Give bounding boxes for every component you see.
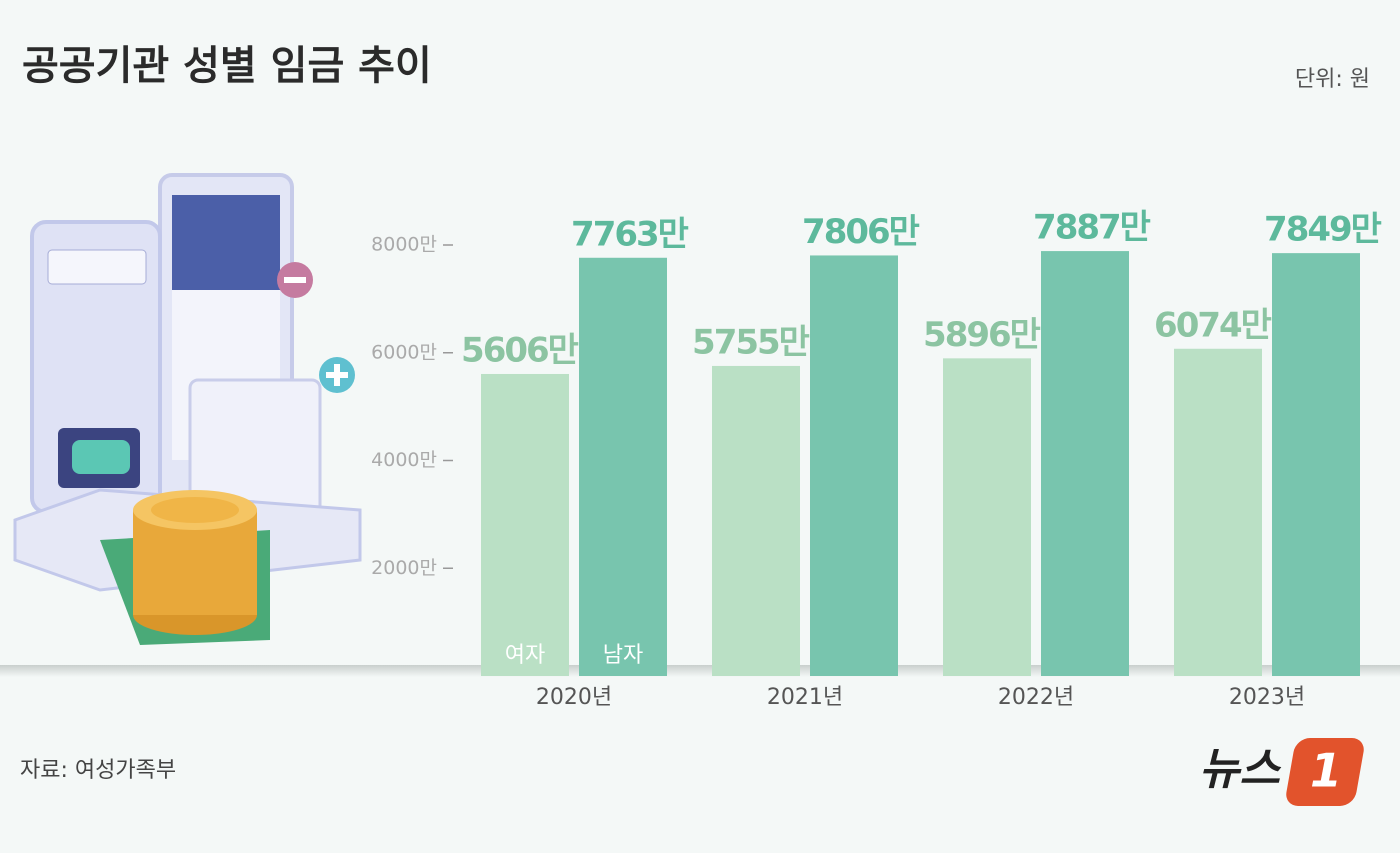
brand-logo: 뉴스 1 [1199, 738, 1364, 806]
bar [1174, 348, 1262, 676]
value-label: 5755만 [692, 322, 810, 362]
x-tick-label: 2020년 [536, 685, 612, 710]
value-label: 7849만 [1264, 210, 1382, 250]
x-tick-label: 2023년 [1229, 685, 1305, 710]
brand-badge [1286, 738, 1364, 806]
bar [1041, 251, 1129, 676]
chart-title: 공공기관 성별 임금 추이 [22, 43, 432, 89]
bar [943, 358, 1031, 676]
value-label: 6074만 [1154, 305, 1272, 345]
bar [810, 255, 898, 676]
bar [481, 373, 569, 676]
unit-note: 단위: 원 [1295, 67, 1370, 92]
bar [579, 257, 667, 676]
value-label: 7887만 [1033, 208, 1151, 248]
value-label: 5896만 [923, 315, 1041, 355]
y-tick-label: 8000만 [371, 234, 437, 256]
value-label: 7806만 [802, 212, 920, 252]
y-tick-label: 2000만 [371, 557, 437, 579]
bar [712, 365, 800, 676]
legend-label: 남자 [603, 643, 643, 668]
brand-text: 뉴스 [1199, 744, 1281, 795]
y-tick-label: 4000만 [371, 449, 437, 471]
x-tick-label: 2022년 [998, 685, 1074, 710]
legend-label: 여자 [505, 643, 545, 668]
bar [1272, 253, 1360, 676]
value-label: 5606만 [461, 330, 579, 370]
value-label: 7763만 [571, 214, 689, 254]
brand-number: 1 [1310, 744, 1342, 798]
y-tick-label: 6000만 [371, 341, 437, 363]
illustration [13, 173, 362, 645]
source-note: 자료: 여성가족부 [20, 758, 176, 783]
x-tick-label: 2021년 [767, 685, 843, 710]
